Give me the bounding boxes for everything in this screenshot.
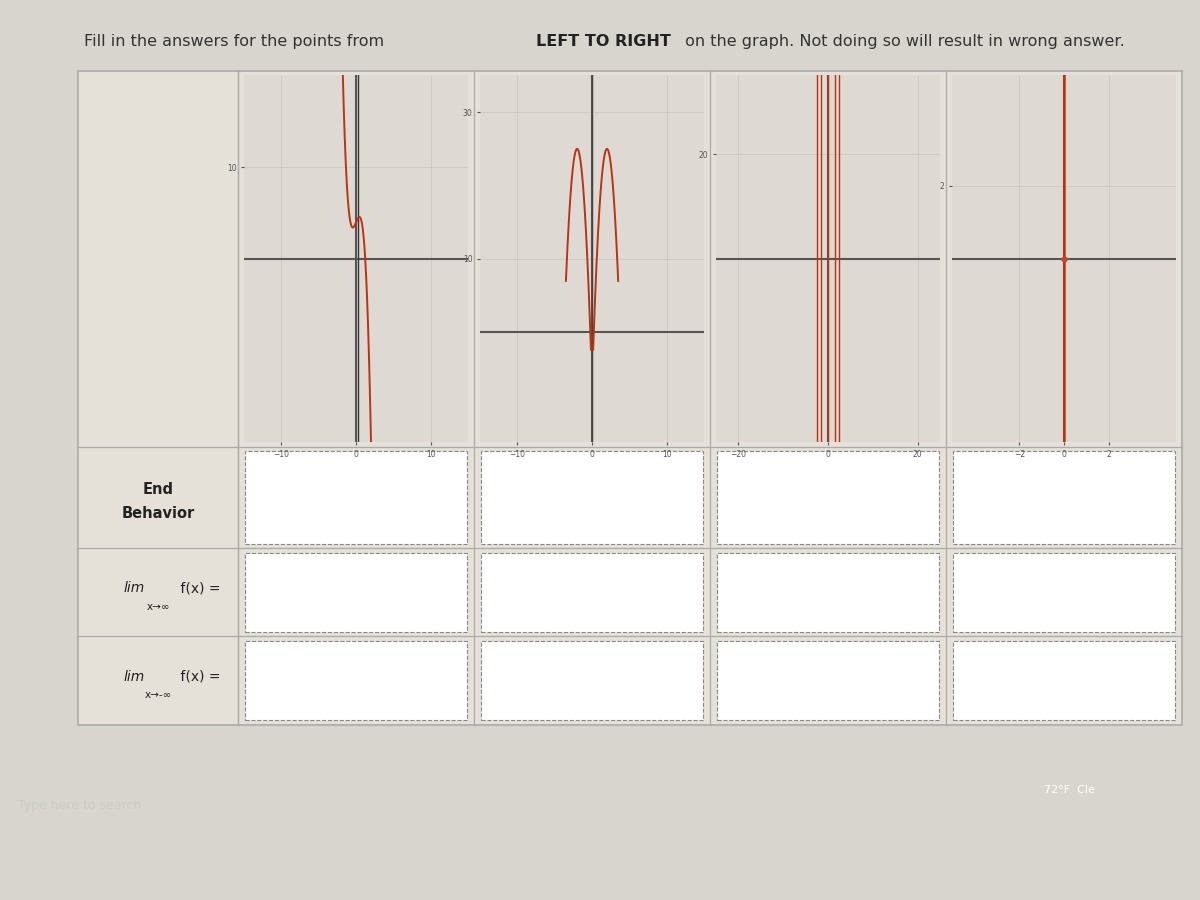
FancyBboxPatch shape (953, 553, 1175, 632)
Text: f(x) =: f(x) = (176, 581, 221, 596)
Text: LEFT TO RIGHT: LEFT TO RIGHT (536, 33, 671, 49)
Text: lim: lim (124, 581, 145, 596)
FancyBboxPatch shape (245, 451, 467, 544)
FancyBboxPatch shape (718, 553, 938, 632)
Text: Fill in the answers for the points from: Fill in the answers for the points from (84, 33, 389, 49)
FancyBboxPatch shape (481, 641, 703, 720)
FancyBboxPatch shape (953, 641, 1175, 720)
Text: Behavior: Behavior (121, 507, 194, 521)
FancyBboxPatch shape (718, 451, 938, 544)
Text: lim: lim (124, 670, 145, 684)
Text: on the graph. Not doing so will result in wrong answer.: on the graph. Not doing so will result i… (680, 33, 1126, 49)
FancyBboxPatch shape (481, 451, 703, 544)
FancyBboxPatch shape (245, 553, 467, 632)
FancyBboxPatch shape (481, 553, 703, 632)
Text: End: End (143, 482, 174, 498)
Text: x→∞: x→∞ (146, 602, 169, 612)
FancyBboxPatch shape (718, 641, 938, 720)
Text: x→-∞: x→-∞ (144, 690, 172, 700)
Text: f(x) =: f(x) = (176, 670, 221, 684)
Bar (78, 71, 1182, 725)
Text: Type here to search: Type here to search (18, 798, 142, 812)
Text: 72°F  Cle: 72°F Cle (1044, 785, 1094, 795)
FancyBboxPatch shape (245, 641, 467, 720)
FancyBboxPatch shape (953, 451, 1175, 544)
